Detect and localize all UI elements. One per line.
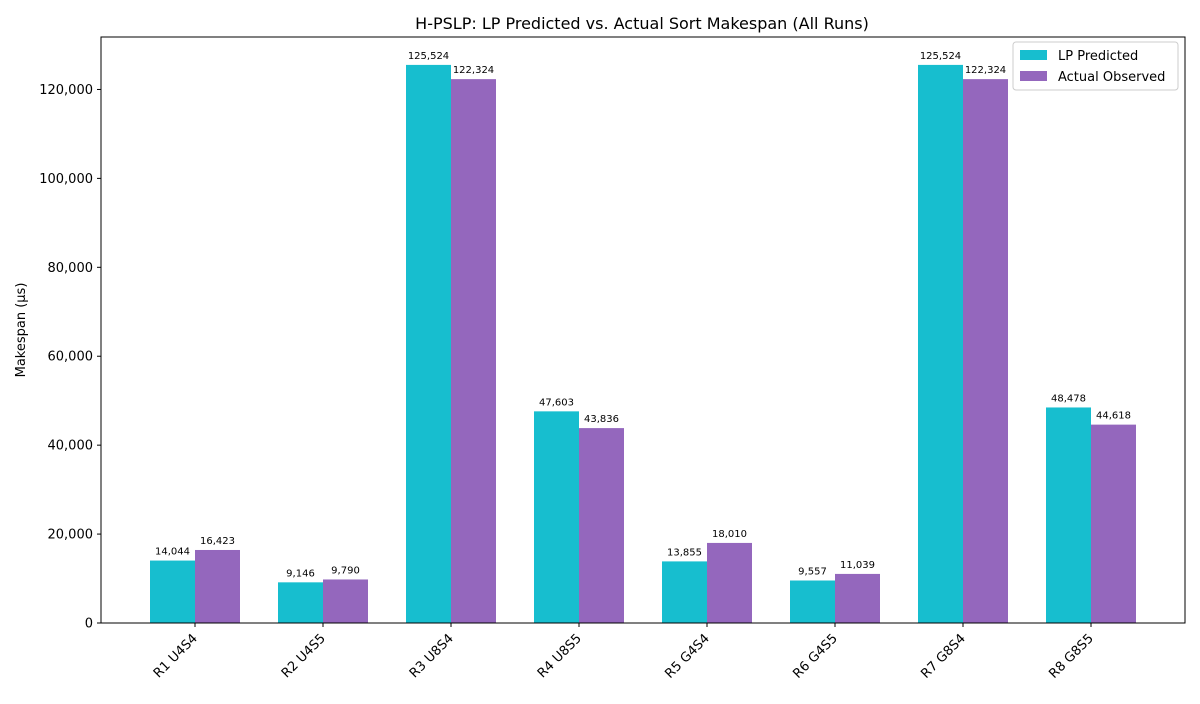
bar-value-label: 18,010 — [712, 529, 747, 540]
legend-label-actual-observed: Actual Observed — [1058, 70, 1165, 85]
bar-value-label: 125,524 — [920, 51, 961, 62]
bar-lp-predicted-3 — [406, 64, 451, 623]
bars-layer — [150, 64, 1136, 623]
bar-lp-predicted-4 — [534, 411, 579, 623]
bar-actual-observed-1 — [195, 549, 240, 623]
bar-value-label: 14,044 — [155, 547, 190, 558]
bar-value-label: 9,146 — [286, 568, 315, 579]
bar-actual-observed-6 — [835, 573, 880, 623]
bar-lp-predicted-7 — [918, 64, 963, 623]
legend-swatch-actual-observed — [1020, 71, 1047, 81]
y-tick-label: 120,000 — [39, 83, 93, 98]
x-tick-label: R2 U4S5 — [279, 631, 329, 681]
y-tick-label: 40,000 — [48, 439, 94, 454]
bar-actual-observed-7 — [963, 79, 1008, 623]
bar-value-label: 43,836 — [584, 414, 619, 425]
x-tick-label: R5 G4S4 — [662, 631, 712, 681]
bar-actual-observed-2 — [323, 579, 368, 623]
bar-actual-observed-5 — [707, 542, 752, 623]
x-tick-label: R3 U8S4 — [407, 631, 457, 681]
y-tick-label: 80,000 — [48, 261, 94, 276]
bar-actual-observed-3 — [451, 79, 496, 623]
bar-actual-observed-4 — [579, 428, 624, 623]
bar-labels-layer: 14,044 9,146 125,524 47,603 13,855 9,557 125,5… — [155, 51, 1131, 579]
bar-value-label: 125,524 — [408, 51, 449, 62]
x-tick-label: R4 U8S5 — [535, 631, 585, 681]
legend-frame — [1012, 41, 1179, 91]
bar-value-label: 13,855 — [667, 547, 702, 558]
bar-value-label: 122,324 — [965, 65, 1006, 76]
bar-lp-predicted-2 — [278, 582, 323, 623]
x-tick-label: R6 G4S5 — [790, 631, 840, 681]
bar-value-label: 47,603 — [539, 397, 574, 408]
y-axis-label: Makespan (µs) — [14, 283, 29, 378]
bar-value-label: 9,790 — [331, 565, 360, 576]
bar-value-label: 48,478 — [1051, 393, 1086, 404]
y-tick-label: 0 — [85, 617, 93, 632]
y-axis: 0 20,000 40,000 60,000 80,000 100,000 120,000 — [39, 83, 101, 632]
x-tick-label: R1 U4S4 — [151, 631, 201, 681]
y-tick-label: 20,000 — [48, 528, 94, 543]
x-axis: R1 U4S4 R2 U4S5 R3 U8S4 R4 U8S5 R5 G4S4 R6 G4… — [151, 623, 1097, 682]
bar-actual-observed-8 — [1091, 424, 1136, 623]
bar-lp-predicted-5 — [662, 561, 707, 623]
bar-value-label: 122,324 — [453, 65, 494, 76]
bar-lp-predicted-1 — [150, 560, 195, 623]
x-tick-label: R8 G8S5 — [1046, 631, 1096, 681]
x-tick-label: R7 G8S4 — [918, 631, 968, 681]
legend-label-lp-predicted: LP Predicted — [1058, 49, 1138, 64]
bar-lp-predicted-8 — [1046, 407, 1091, 623]
bar-value-label: 9,557 — [798, 567, 827, 578]
bar-value-label: 11,039 — [840, 560, 875, 571]
bar-value-label: 16,423 — [200, 536, 235, 547]
plot-area-frame — [100, 36, 1186, 624]
legend-swatch-lp-predicted — [1020, 50, 1047, 60]
chart-title: H-PSLP: LP Predicted vs. Actual Sort Mak… — [415, 14, 869, 33]
bar-lp-predicted-6 — [790, 580, 835, 623]
y-tick-label: 100,000 — [39, 172, 93, 187]
legend: LP Predicted Actual Observed — [1012, 41, 1179, 91]
y-tick-label: 60,000 — [48, 350, 94, 365]
bar-value-label: 44,618 — [1096, 411, 1131, 422]
